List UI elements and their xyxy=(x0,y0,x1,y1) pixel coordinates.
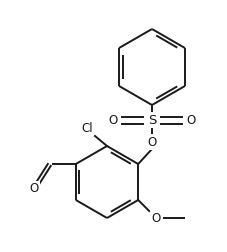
Text: O: O xyxy=(108,113,117,127)
Text: O: O xyxy=(151,211,160,225)
Text: O: O xyxy=(29,182,38,196)
Text: O: O xyxy=(185,113,195,127)
Text: O: O xyxy=(147,136,156,148)
Text: S: S xyxy=(147,113,155,127)
Text: Cl: Cl xyxy=(81,121,92,135)
